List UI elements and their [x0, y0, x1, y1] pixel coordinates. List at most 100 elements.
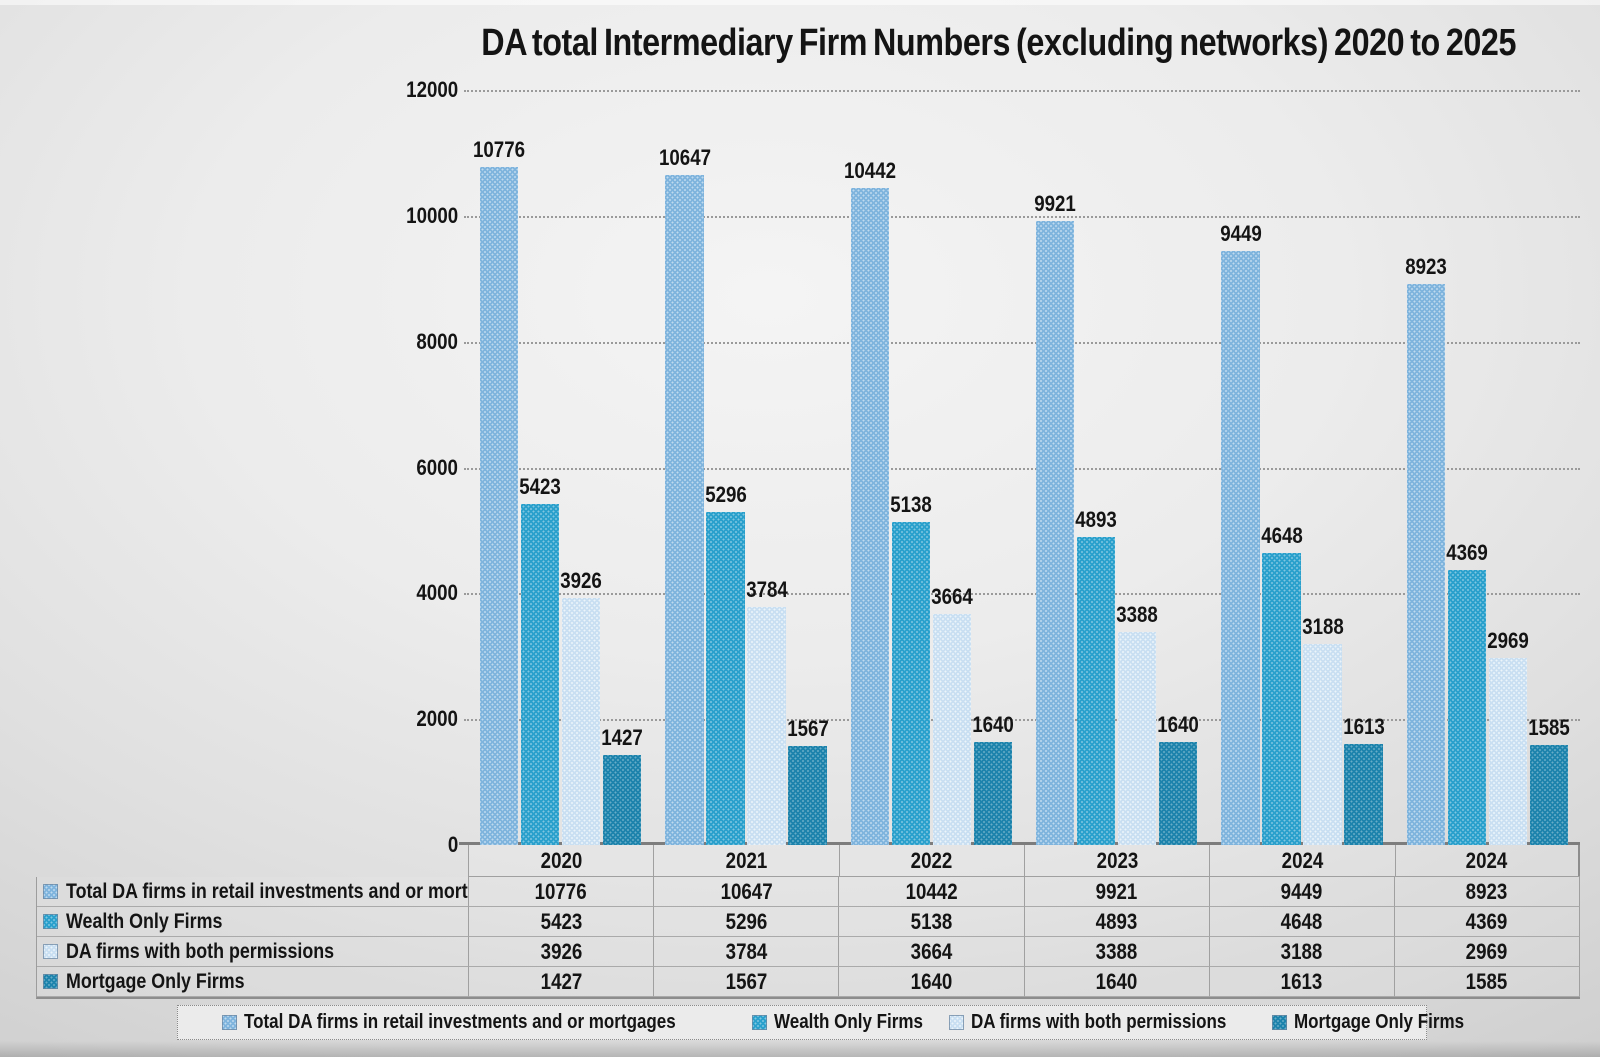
bar-mortgage-only-firms-col2[interactable] — [788, 746, 827, 845]
bar-wealth-only-firms-col1[interactable] — [520, 503, 560, 845]
legend-key-icon — [43, 914, 58, 929]
table-cell-value: 4893 — [1095, 909, 1138, 934]
bar-total-da-firms-in-retail-investments-and-or-mortgages-col5[interactable] — [1221, 250, 1260, 845]
bar-value-label: 2969 — [1483, 628, 1532, 654]
table-cell-value: 4369 — [1466, 909, 1508, 934]
legend-key-icon — [43, 944, 58, 959]
y-axis-label-text: 4000 — [416, 580, 458, 606]
table-row-label-mortgage-only-firms: Mortgage Only Firms — [37, 967, 469, 997]
y-axis-label-text: 6000 — [416, 454, 458, 480]
table-cell-total-da-firms-in-retail-investments-and-or-mortgages-col4: 9921 — [1024, 877, 1210, 907]
table-year-header-3: 2022 — [838, 845, 1024, 876]
table-cell-mortgage-only-firms-col5: 1613 — [1209, 967, 1395, 997]
bar-da-firms-with-both-permissions-col6[interactable] — [1488, 658, 1528, 845]
bar-mortgage-only-firms-col4[interactable] — [1158, 741, 1198, 845]
bar-value-label: 3388 — [1113, 602, 1162, 628]
chart-title-text: DA total Intermediary Firm Numbers (excl… — [481, 22, 1516, 64]
bar-value-label: 1613 — [1339, 714, 1388, 740]
bar-total-da-firms-in-retail-investments-and-or-mortgages-col4[interactable] — [1035, 220, 1075, 845]
bar-value-label: 1427 — [598, 725, 647, 751]
legend-item-total-da-firms-in-retail-investments-and-or-mortgages[interactable]: Total DA firms in retail investments and… — [222, 1011, 752, 1034]
legend-label-text: DA firms with both permissions — [971, 1011, 1227, 1033]
table-row-label-text: Mortgage Only Firms — [66, 969, 245, 993]
bottom-shade — [0, 1041, 1600, 1057]
bar-value-label: 3926 — [557, 568, 606, 594]
bar-da-firms-with-both-permissions-col5[interactable] — [1303, 644, 1342, 845]
table-cell-value: 5138 — [910, 909, 953, 934]
bar-value-text: 3664 — [931, 584, 973, 610]
bar-mortgage-only-firms-col3[interactable] — [973, 741, 1013, 845]
table-cell-mortgage-only-firms-col4: 1640 — [1024, 967, 1210, 997]
legend-item-wealth-only-firms[interactable]: Wealth Only Firms — [751, 1011, 949, 1034]
table-year-text: 2020 — [540, 848, 582, 873]
bar-value-text: 1567 — [786, 716, 829, 742]
bar-total-da-firms-in-retail-investments-and-or-mortgages-col3[interactable] — [850, 188, 890, 845]
table-cell-value: 1640 — [910, 969, 953, 994]
table-cell-value: 1640 — [1095, 969, 1138, 994]
table-cell-value: 8923 — [1466, 879, 1508, 904]
table-cell-da-firms-with-both-permissions-col5: 3188 — [1209, 937, 1395, 967]
table-cell-mortgage-only-firms-col1: 1427 — [469, 967, 655, 997]
table-year-text: 2024 — [1466, 848, 1508, 873]
table-cell-total-da-firms-in-retail-investments-and-or-mortgages-col6: 8923 — [1394, 877, 1580, 907]
bar-value-text: 1427 — [601, 725, 643, 751]
table-year-text: 2023 — [1096, 848, 1138, 873]
legend-key-icon — [222, 1015, 237, 1030]
bar-value-label: 5138 — [886, 492, 935, 518]
bar-da-firms-with-both-permissions-col3[interactable] — [932, 614, 972, 845]
table-cell-total-da-firms-in-retail-investments-and-or-mortgages-col2: 10647 — [654, 877, 840, 907]
bar-total-da-firms-in-retail-investments-and-or-mortgages-col2[interactable] — [665, 175, 704, 845]
bar-total-da-firms-in-retail-investments-and-or-mortgages-col1[interactable] — [479, 167, 519, 845]
bar-da-firms-with-both-permissions-col2[interactable] — [747, 606, 786, 845]
bar-wealth-only-firms-col5[interactable] — [1262, 552, 1301, 845]
bar-value-text: 1640 — [1157, 711, 1199, 737]
bar-mortgage-only-firms-col6[interactable] — [1529, 745, 1569, 845]
table-cell-value: 1613 — [1280, 969, 1323, 994]
bar-wealth-only-firms-col2[interactable] — [706, 511, 745, 845]
bar-value-text: 5138 — [890, 491, 932, 517]
bar-da-firms-with-both-permissions-col1[interactable] — [561, 598, 601, 845]
bar-value-label: 4648 — [1257, 523, 1306, 549]
table-cell-wealth-only-firms-col1: 5423 — [469, 907, 655, 937]
legend-key-icon — [43, 884, 58, 899]
bar-total-da-firms-in-retail-investments-and-or-mortgages-col6[interactable] — [1406, 283, 1446, 845]
bar-mortgage-only-firms-col5[interactable] — [1344, 743, 1383, 845]
bar-mortgage-only-firms-col1[interactable] — [602, 755, 642, 845]
bar-da-firms-with-both-permissions-col4[interactable] — [1117, 631, 1157, 845]
table-cell-value: 3664 — [910, 939, 953, 964]
legend-key-icon — [949, 1015, 965, 1030]
table-cell-value: 1427 — [540, 969, 582, 994]
table-cell-value: 2969 — [1466, 939, 1508, 964]
bar-wealth-only-firms-col3[interactable] — [891, 521, 931, 845]
table-cell-wealth-only-firms-col3: 5138 — [839, 907, 1025, 937]
bar-value-label: 1585 — [1524, 715, 1573, 741]
gridline-4000 — [464, 593, 1580, 596]
bar-value-label: 9449 — [1216, 221, 1265, 247]
table-row-label-wealth-only-firms: Wealth Only Firms — [37, 907, 469, 937]
bar-value-text: 4369 — [1446, 540, 1488, 566]
legend-item-mortgage-only-firms[interactable]: Mortgage Only Firms — [1271, 1011, 1494, 1034]
bar-value-label: 4893 — [1072, 507, 1121, 533]
legend-label-text: Total DA firms in retail investments and… — [244, 1011, 676, 1033]
bar-value-label: 9921 — [1031, 191, 1080, 217]
table-year-header-5: 2024 — [1209, 845, 1394, 876]
table-cell-value: 1567 — [725, 969, 768, 994]
bar-value-text: 1585 — [1528, 715, 1570, 741]
table-cell-wealth-only-firms-col5: 4648 — [1209, 907, 1395, 937]
bar-value-label: 10776 — [469, 137, 530, 163]
legend-item-da-firms-with-both-permissions[interactable]: DA firms with both permissions — [949, 1011, 1271, 1034]
table-cell-da-firms-with-both-permissions-col6: 2969 — [1394, 937, 1580, 967]
legend-label-text: Wealth Only Firms — [773, 1011, 923, 1033]
bar-value-text: 10776 — [473, 137, 526, 163]
data-table-header-row: 2020 2021 2022 2023 2024 2024 — [468, 845, 1580, 877]
bar-value-label: 3784 — [742, 577, 791, 603]
y-axis-label-10000: 10000 — [380, 203, 458, 229]
table-cell-wealth-only-firms-col6: 4369 — [1394, 907, 1580, 937]
table-cell-value: 3188 — [1280, 939, 1323, 964]
bar-value-label: 3188 — [1298, 614, 1347, 640]
table-cell-value: 4648 — [1280, 909, 1323, 934]
y-axis-label-8000: 8000 — [380, 329, 458, 355]
bar-wealth-only-firms-col4[interactable] — [1076, 537, 1116, 845]
bar-wealth-only-firms-col6[interactable] — [1447, 570, 1487, 845]
table-cell-value: 1585 — [1466, 969, 1508, 994]
